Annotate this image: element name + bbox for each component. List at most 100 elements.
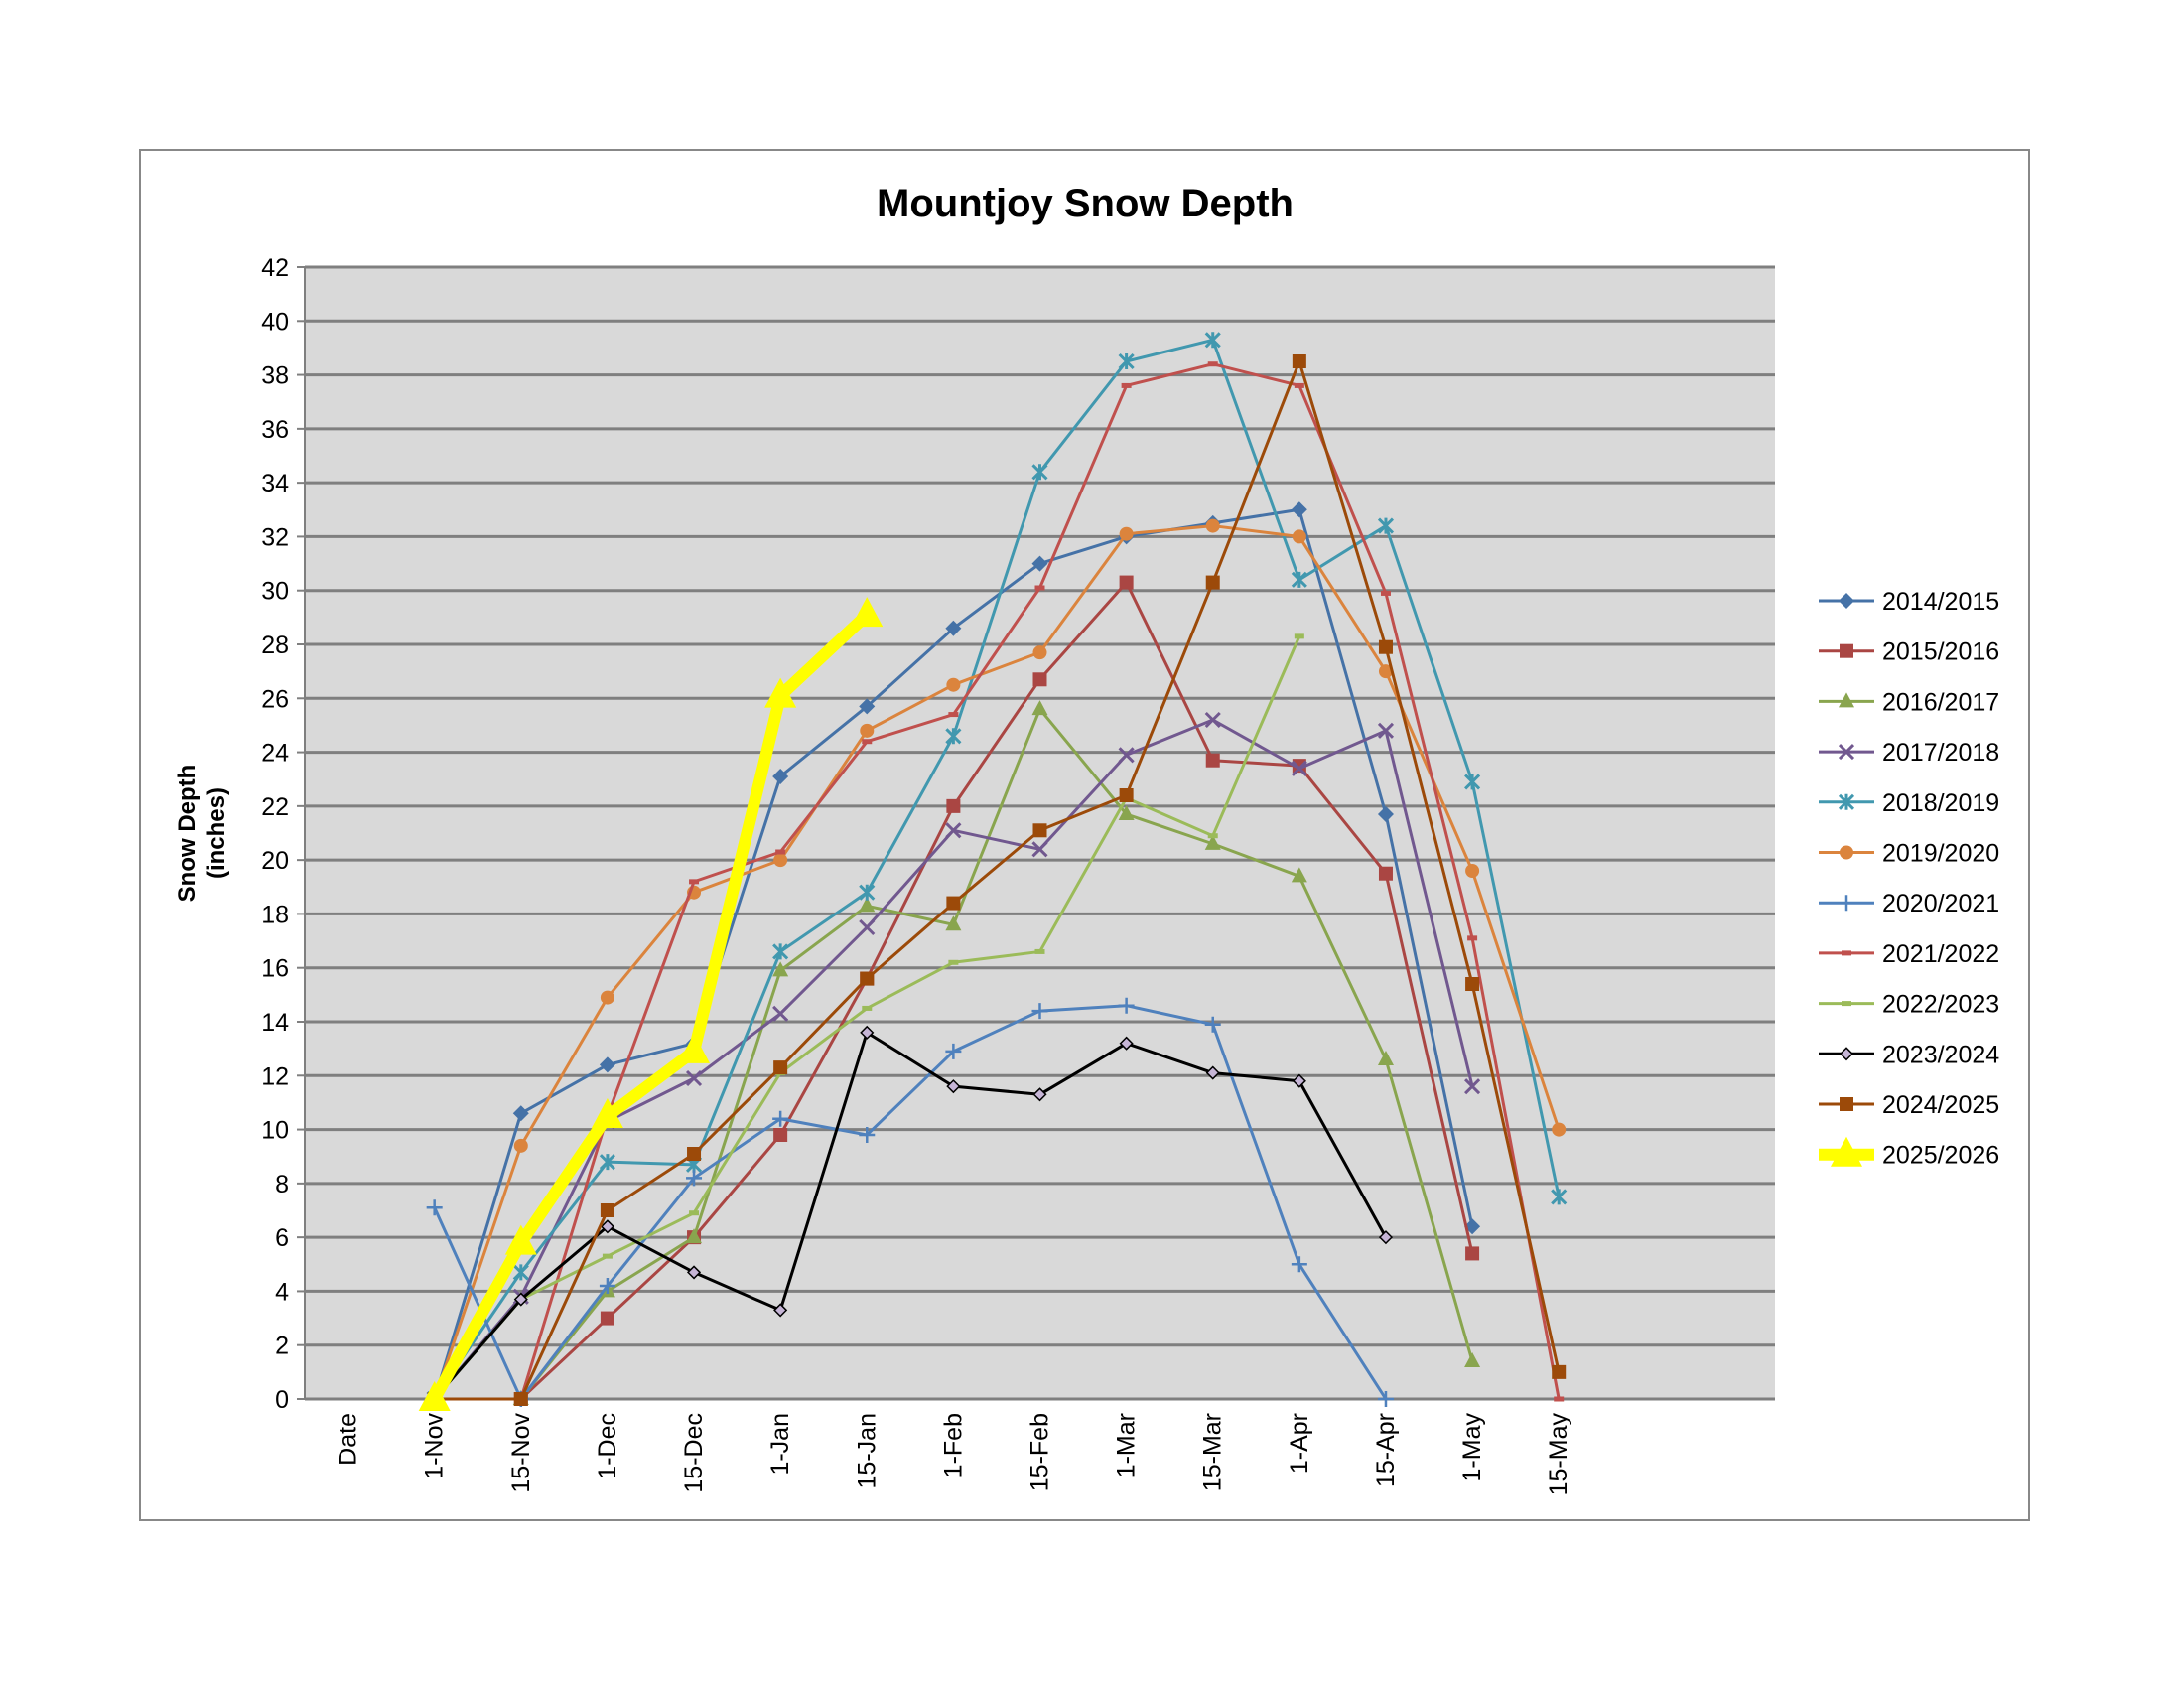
y-axis-label: (inches) bbox=[204, 787, 230, 879]
x-tick-label: 15-May bbox=[1545, 1413, 1572, 1496]
chart-title: Mountjoy Snow Depth bbox=[877, 182, 1294, 225]
marker bbox=[1291, 867, 1307, 883]
series bbox=[427, 354, 1567, 1406]
marker bbox=[859, 884, 876, 901]
marker bbox=[686, 1170, 703, 1187]
y-tick-label: 0 bbox=[275, 1386, 289, 1414]
marker bbox=[773, 1303, 788, 1318]
legend-item: 2015/2016 bbox=[1819, 638, 1999, 666]
y-tick-label: 28 bbox=[261, 632, 289, 659]
marker bbox=[1118, 747, 1135, 764]
marker bbox=[1291, 571, 1307, 588]
series bbox=[418, 597, 884, 1411]
marker bbox=[1031, 700, 1048, 716]
legend-label: 2022/2023 bbox=[1882, 991, 1999, 1019]
marker bbox=[859, 1127, 876, 1143]
legend-marker bbox=[1831, 1136, 1862, 1167]
marker bbox=[1204, 711, 1221, 729]
marker bbox=[773, 1060, 788, 1075]
marker bbox=[1031, 841, 1048, 858]
legend-item: 2019/2020 bbox=[1819, 840, 1999, 868]
x-tick-label: 1-May bbox=[1458, 1413, 1486, 1482]
marker bbox=[945, 915, 962, 931]
marker bbox=[946, 798, 961, 813]
legend-marker bbox=[1838, 744, 1855, 761]
legend-label: 2025/2026 bbox=[1882, 1142, 1999, 1170]
legend-label: 2017/2018 bbox=[1882, 739, 1999, 767]
marker bbox=[1465, 864, 1480, 878]
marker bbox=[1032, 645, 1047, 660]
legend-label: 2016/2017 bbox=[1882, 688, 1999, 716]
marker bbox=[1552, 1364, 1567, 1379]
marker bbox=[1292, 529, 1306, 544]
marker bbox=[1119, 1036, 1134, 1051]
marker bbox=[1377, 1391, 1394, 1407]
legend-marker bbox=[1838, 793, 1855, 810]
marker bbox=[1464, 1352, 1481, 1367]
marker bbox=[1119, 526, 1134, 541]
marker bbox=[1465, 977, 1480, 991]
marker bbox=[773, 853, 788, 868]
marker bbox=[1204, 834, 1221, 850]
y-tick-label: 18 bbox=[261, 901, 289, 928]
legend-item: 2024/2025 bbox=[1819, 1091, 1999, 1119]
y-tick-label: 8 bbox=[275, 1171, 289, 1198]
marker bbox=[772, 769, 789, 784]
marker bbox=[1291, 1256, 1307, 1273]
y-tick-label: 20 bbox=[261, 847, 289, 875]
marker bbox=[1378, 664, 1393, 679]
y-tick-label: 42 bbox=[261, 254, 289, 282]
y-axis-label: Snow Depth bbox=[174, 765, 201, 903]
marker bbox=[1032, 672, 1047, 687]
legend-item: 2025/2026 bbox=[1819, 1136, 1999, 1170]
legend-marker bbox=[1840, 643, 1853, 658]
x-tick-label: 1-Jan bbox=[766, 1413, 794, 1476]
y-tick-label: 14 bbox=[261, 1009, 289, 1037]
marker bbox=[418, 1381, 451, 1411]
x-tick-label: 15-Dec bbox=[680, 1413, 708, 1493]
legend-marker bbox=[1839, 1047, 1854, 1061]
legend-label: 2023/2024 bbox=[1882, 1041, 1999, 1068]
marker bbox=[946, 677, 961, 692]
marker bbox=[1464, 1078, 1481, 1095]
marker bbox=[945, 620, 962, 636]
marker bbox=[1205, 753, 1220, 768]
marker bbox=[686, 1265, 702, 1280]
marker bbox=[1032, 823, 1047, 838]
marker bbox=[1204, 1016, 1221, 1033]
legend-item: 2022/2023 bbox=[1819, 991, 1999, 1019]
marker bbox=[512, 1105, 529, 1122]
legend-label: 2015/2016 bbox=[1882, 638, 1999, 666]
marker bbox=[1464, 774, 1481, 790]
legend-item: 2016/2017 bbox=[1819, 688, 1999, 716]
marker bbox=[772, 1110, 789, 1127]
legend-marker bbox=[1839, 895, 1854, 912]
marker bbox=[772, 961, 789, 977]
legend-marker bbox=[1840, 845, 1853, 860]
legend-marker bbox=[1839, 692, 1854, 708]
marker bbox=[859, 897, 876, 913]
marker bbox=[678, 1033, 711, 1063]
legend-item: 2017/2018 bbox=[1819, 739, 1999, 767]
y-tick-label: 4 bbox=[275, 1278, 289, 1306]
x-tick-label: 15-Mar bbox=[1199, 1413, 1227, 1491]
series-line bbox=[434, 359, 1561, 1401]
marker bbox=[859, 918, 876, 936]
marker bbox=[1119, 575, 1134, 590]
y-tick-label: 34 bbox=[261, 470, 289, 497]
legend-item: 2021/2022 bbox=[1819, 940, 1999, 968]
y-tick-label: 16 bbox=[261, 955, 289, 983]
marker bbox=[1378, 639, 1393, 654]
x-tick-label: Date bbox=[335, 1413, 362, 1466]
marker bbox=[1291, 501, 1307, 518]
marker bbox=[686, 1228, 703, 1244]
x-tick-label: 1-Mar bbox=[1113, 1413, 1141, 1477]
legend-item: 2023/2024 bbox=[1819, 1041, 1999, 1068]
marker bbox=[1292, 1073, 1306, 1088]
y-tick-label: 10 bbox=[261, 1117, 289, 1145]
marker bbox=[1204, 332, 1221, 349]
marker bbox=[1377, 517, 1395, 534]
marker bbox=[426, 1199, 443, 1216]
